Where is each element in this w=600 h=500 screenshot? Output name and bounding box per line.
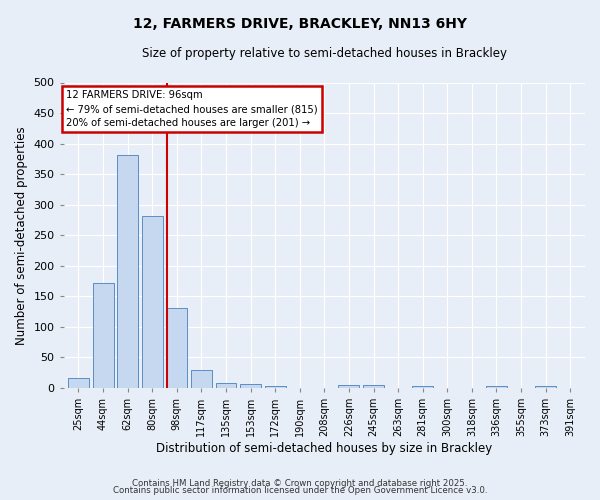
Title: Size of property relative to semi-detached houses in Brackley: Size of property relative to semi-detach… bbox=[142, 48, 507, 60]
Bar bbox=[338, 385, 359, 388]
Bar bbox=[117, 155, 138, 388]
Bar bbox=[191, 370, 212, 388]
Bar bbox=[265, 386, 286, 388]
Bar bbox=[363, 385, 384, 388]
Bar bbox=[92, 283, 113, 388]
Text: 12 FARMERS DRIVE: 96sqm
← 79% of semi-detached houses are smaller (815)
20% of s: 12 FARMERS DRIVE: 96sqm ← 79% of semi-de… bbox=[67, 90, 318, 128]
Bar bbox=[240, 384, 261, 388]
Y-axis label: Number of semi-detached properties: Number of semi-detached properties bbox=[15, 126, 28, 344]
Text: Contains public sector information licensed under the Open Government Licence v3: Contains public sector information licen… bbox=[113, 486, 487, 495]
Bar bbox=[166, 308, 187, 388]
Bar bbox=[535, 386, 556, 388]
Bar bbox=[412, 386, 433, 388]
Text: 12, FARMERS DRIVE, BRACKLEY, NN13 6HY: 12, FARMERS DRIVE, BRACKLEY, NN13 6HY bbox=[133, 18, 467, 32]
Bar bbox=[142, 216, 163, 388]
Bar bbox=[215, 382, 236, 388]
Bar bbox=[68, 378, 89, 388]
Text: Contains HM Land Registry data © Crown copyright and database right 2025.: Contains HM Land Registry data © Crown c… bbox=[132, 478, 468, 488]
Bar bbox=[486, 386, 507, 388]
X-axis label: Distribution of semi-detached houses by size in Brackley: Distribution of semi-detached houses by … bbox=[156, 442, 493, 455]
